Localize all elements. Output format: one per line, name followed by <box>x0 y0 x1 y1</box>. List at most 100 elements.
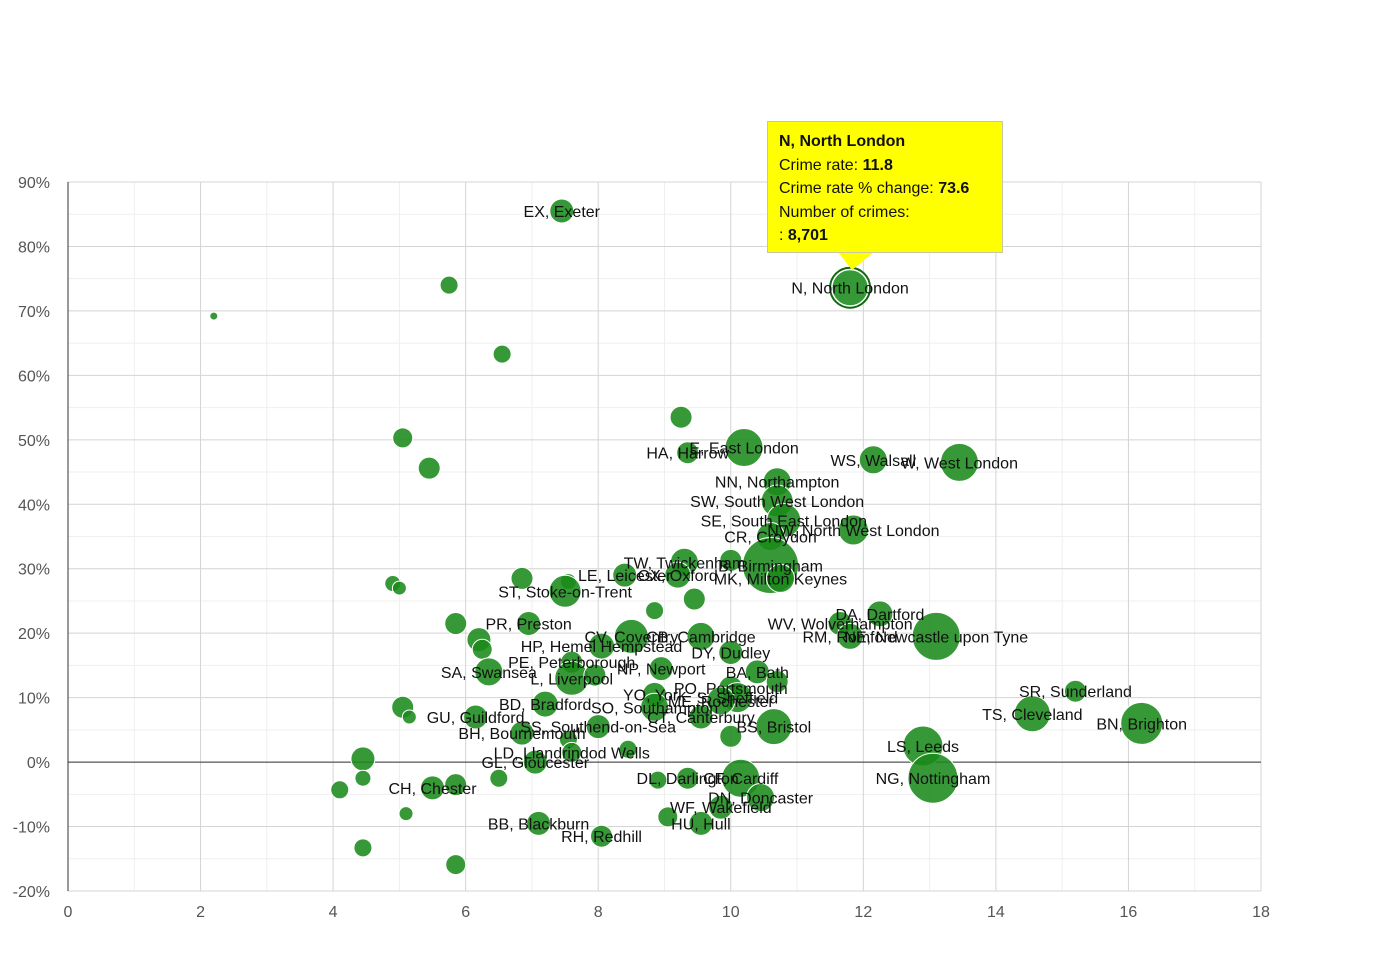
bubble <box>648 770 668 790</box>
bubble <box>640 692 670 722</box>
bubble-label: CR, Croydon <box>724 530 816 547</box>
bubble-label: CV, Coventry <box>585 629 679 646</box>
bubble <box>398 806 414 822</box>
x-tick-label: 6 <box>461 904 470 921</box>
tooltip-count-label: Number of crimes: <box>779 203 910 221</box>
bubble <box>510 566 534 590</box>
x-tick-label: 4 <box>329 904 338 921</box>
bubble <box>755 708 793 746</box>
bubble <box>744 659 770 685</box>
bubble <box>330 780 350 800</box>
bubble-label: BA, Bath <box>726 665 789 682</box>
bubble-label: HP, Hemel Hempstead <box>521 639 683 656</box>
y-tick-label: 20% <box>18 626 50 643</box>
bubble-label: YO, York <box>623 687 687 704</box>
bubble <box>209 311 219 321</box>
x-tick-label: 16 <box>1120 904 1138 921</box>
x-tick-label: 0 <box>64 904 73 921</box>
bubble-label: HA, Harrow <box>646 446 729 463</box>
bubble <box>489 768 509 788</box>
bubble <box>858 445 888 475</box>
bubble-label: CF, Cardiff <box>703 771 779 788</box>
bubble-label: S, Sheffield <box>697 691 779 708</box>
bubble <box>765 563 795 593</box>
bubble <box>618 739 638 759</box>
bubble-label: LD, Llandrindod Wells <box>494 745 650 762</box>
bubble-label: DN, Doncaster <box>708 791 814 808</box>
y-tick-label: 60% <box>18 368 50 385</box>
bubbles <box>209 198 1164 876</box>
bubble <box>590 824 614 848</box>
bubble-label: NP, Newport <box>617 662 706 679</box>
bubble-label: BH, Bournemouth <box>458 726 585 743</box>
bubble <box>657 806 679 828</box>
bubble <box>392 427 414 449</box>
bubble <box>350 746 376 772</box>
bubble-label: BD, Bradford <box>499 697 591 714</box>
bubble-label: E, East London <box>689 441 798 458</box>
bubble <box>585 714 611 740</box>
tooltip-title: N, North London <box>779 133 906 150</box>
x-tick-label: 10 <box>722 904 740 921</box>
bubble-label: CH, Chester <box>389 781 478 798</box>
bubble <box>613 618 649 654</box>
tooltip-count-prefix: : <box>779 227 788 244</box>
bubble-label: BB, Blackburn <box>488 816 589 833</box>
bubble-label: TS, Cleveland <box>982 707 1083 724</box>
bubble-label: WV, Wolverhampton <box>768 617 913 634</box>
bubble <box>718 640 744 666</box>
bubble-label: NG, Nottingham <box>876 771 991 788</box>
bubble <box>612 562 638 588</box>
bubble-label: BN, Brighton <box>1096 716 1187 733</box>
bubble <box>417 456 441 480</box>
bubble-label: GU, Guildford <box>427 710 525 727</box>
bubble-label: CT, Canterbury <box>647 710 755 727</box>
bubble <box>724 428 764 468</box>
bubble-label: LE, Leicester <box>578 568 672 585</box>
bubble <box>682 587 706 611</box>
bubble-label: NW, North West London <box>767 523 939 540</box>
y-tick-label: 30% <box>18 562 50 579</box>
bubble-label: PR, Preston <box>485 617 571 634</box>
bubble <box>708 794 734 820</box>
bubble-label: NN, Northampton <box>715 475 840 492</box>
bubble-label: RH, Redhill <box>561 829 642 846</box>
bubble <box>645 601 665 621</box>
bubble <box>907 752 959 804</box>
bubble <box>420 775 446 801</box>
bubble-label: NE, Newcastle upon Tyne <box>844 629 1028 646</box>
bubble <box>516 611 542 637</box>
tooltip-count-value: 8,701 <box>787 227 828 244</box>
y-tick-label: 90% <box>18 175 50 192</box>
bubble-label: OX, Oxford <box>638 568 718 585</box>
bubble <box>474 657 504 687</box>
bubble <box>354 769 372 787</box>
bubble-label: PE, Peterborough <box>508 655 635 672</box>
tooltip-rate-label: Crime rate: <box>779 156 863 174</box>
bubble-label: WS, Walsall <box>830 453 916 470</box>
bubble <box>676 766 700 790</box>
bubble-label: SA, Swansea <box>441 665 537 682</box>
bubble <box>492 344 512 364</box>
y-tick-label: 10% <box>18 691 50 708</box>
tooltip-change-value: 73.6 <box>938 180 970 197</box>
bubble <box>353 838 373 858</box>
x-tick-label: 2 <box>196 904 205 921</box>
bubble <box>1013 695 1051 733</box>
bubble-label: PO, Portsmouth <box>674 681 788 698</box>
x-tick-label: 12 <box>854 904 872 921</box>
bubble <box>445 854 467 876</box>
bubble-label: SW, South West London <box>690 494 864 511</box>
bubble-label: TW, Twickenham <box>624 555 746 572</box>
bubble-label: ST, Stoke-on-Trent <box>498 584 632 601</box>
bubble <box>719 724 743 748</box>
bubble <box>444 773 468 797</box>
bubble-label: RM, Romford <box>803 629 898 646</box>
bubble <box>561 741 583 763</box>
bubble <box>648 656 674 682</box>
bubble <box>688 704 714 730</box>
bubble-label: SO, Southampton <box>591 700 718 717</box>
tooltip: N, North London Crime rate: 11.8 Crime r… <box>767 121 1003 253</box>
